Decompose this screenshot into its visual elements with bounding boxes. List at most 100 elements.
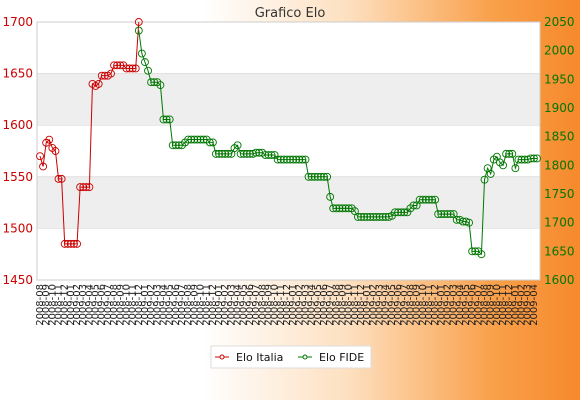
x-tick-label: 2009-01	[140, 284, 151, 326]
data-point	[440, 210, 449, 219]
data-point	[409, 201, 418, 210]
x-tick-label: 2009-03	[375, 284, 386, 326]
x-tick-label: 2009-02	[220, 284, 231, 326]
left-tick-label: 1500	[2, 221, 33, 235]
x-tick-label: 2008-10	[418, 284, 429, 326]
x-tick-label: 2008-08	[405, 284, 416, 326]
data-point	[443, 210, 452, 219]
x-tick-label: 2009-05	[313, 284, 324, 326]
data-point	[221, 149, 230, 158]
data-point	[79, 183, 88, 192]
data-point	[499, 161, 507, 170]
data-point	[508, 149, 517, 158]
x-tick-label: 2008-11	[350, 284, 361, 326]
data-point	[45, 135, 54, 144]
data-point	[316, 172, 325, 181]
data-point	[301, 155, 310, 164]
data-point	[533, 154, 541, 163]
x-tick-label: 2009-04	[381, 284, 392, 326]
x-tick-label: 2008-11	[424, 284, 435, 326]
grid-band	[37, 176, 540, 229]
right-tick-label: 2050	[544, 15, 575, 29]
x-tick-label: 2008-09	[338, 284, 349, 326]
x-tick-label: 2008-12	[134, 284, 145, 326]
data-point	[295, 155, 304, 164]
data-point	[446, 210, 455, 219]
data-point	[465, 218, 474, 227]
left-tick-label: 1450	[2, 273, 33, 287]
data-point	[486, 169, 495, 178]
data-point	[514, 155, 523, 164]
data-point	[286, 155, 294, 164]
x-tick-label: 2009-07	[473, 284, 484, 326]
data-point	[292, 155, 301, 164]
x-tick-label: 2009-07	[399, 284, 410, 326]
x-tick-label: 2008-10	[47, 284, 58, 326]
x-tick-label: 2008-11	[498, 284, 509, 326]
data-point	[437, 210, 446, 219]
data-point	[421, 195, 430, 204]
data-point	[360, 212, 369, 221]
data-point	[468, 247, 477, 256]
x-tick-label: 2009-03	[300, 284, 311, 326]
data-point	[261, 151, 270, 159]
data-point	[477, 250, 486, 259]
x-tick-label: 2008-10	[270, 284, 281, 326]
x-tick-label: 2008-09	[189, 284, 200, 326]
data-point	[372, 212, 381, 221]
x-tick-label: 2008-11	[128, 284, 139, 326]
data-point	[304, 172, 313, 181]
plot-border	[36, 21, 541, 281]
x-tick-label: 2009-04	[233, 284, 244, 326]
data-point	[128, 64, 137, 73]
data-point	[107, 69, 115, 78]
data-point	[134, 18, 143, 26]
x-tick-label: 2009-01	[510, 284, 521, 326]
x-tick-label: 2009-03	[78, 284, 89, 326]
x-tick-label: 2009-04	[307, 284, 318, 326]
data-point	[208, 138, 217, 147]
data-point	[245, 149, 254, 158]
right-tick-label: 1650	[544, 244, 575, 258]
series-elo-fide	[134, 26, 541, 259]
data-point	[366, 212, 375, 221]
x-tick-label: 2009-03	[523, 284, 534, 326]
data-point	[159, 115, 168, 124]
data-point	[54, 174, 63, 183]
data-point	[391, 208, 399, 217]
data-point	[354, 212, 362, 221]
x-tick-label: 2008-09	[412, 284, 423, 326]
data-point	[458, 217, 467, 226]
data-point	[97, 71, 106, 80]
right-tick-label: 1600	[544, 273, 575, 287]
data-point	[168, 141, 177, 150]
x-tick-label: 2009-06	[393, 284, 404, 326]
data-point	[171, 141, 180, 150]
x-tick-label: 2009-07	[251, 284, 262, 326]
x-tick-label: 2009-05	[461, 284, 472, 326]
x-tick-label: 2009-04	[84, 284, 95, 326]
data-point	[205, 138, 214, 147]
legend-item-elo-italia: Elo Italia	[215, 351, 283, 364]
data-point	[131, 64, 140, 73]
data-point	[113, 61, 122, 70]
data-point	[310, 172, 319, 181]
x-tick-label: 2008-08	[331, 284, 342, 326]
data-point	[283, 155, 291, 164]
data-point	[320, 172, 328, 181]
legend-label-elo-fide: Elo FIDE	[319, 351, 364, 364]
data-point	[341, 204, 350, 213]
x-tick-label: 2009-03	[226, 284, 237, 326]
data-point	[156, 81, 165, 90]
data-point	[323, 172, 332, 181]
x-tick-label: 2008-08	[35, 284, 46, 326]
data-point	[125, 64, 134, 73]
left-tick-label: 1600	[2, 118, 33, 132]
legend-label-elo-italia: Elo Italia	[236, 351, 283, 364]
legend-box	[210, 345, 372, 369]
data-point	[63, 239, 72, 248]
data-point	[357, 212, 365, 221]
x-tick-label: 2009-01	[362, 284, 373, 326]
legend-marker-elo-fide	[302, 354, 308, 360]
